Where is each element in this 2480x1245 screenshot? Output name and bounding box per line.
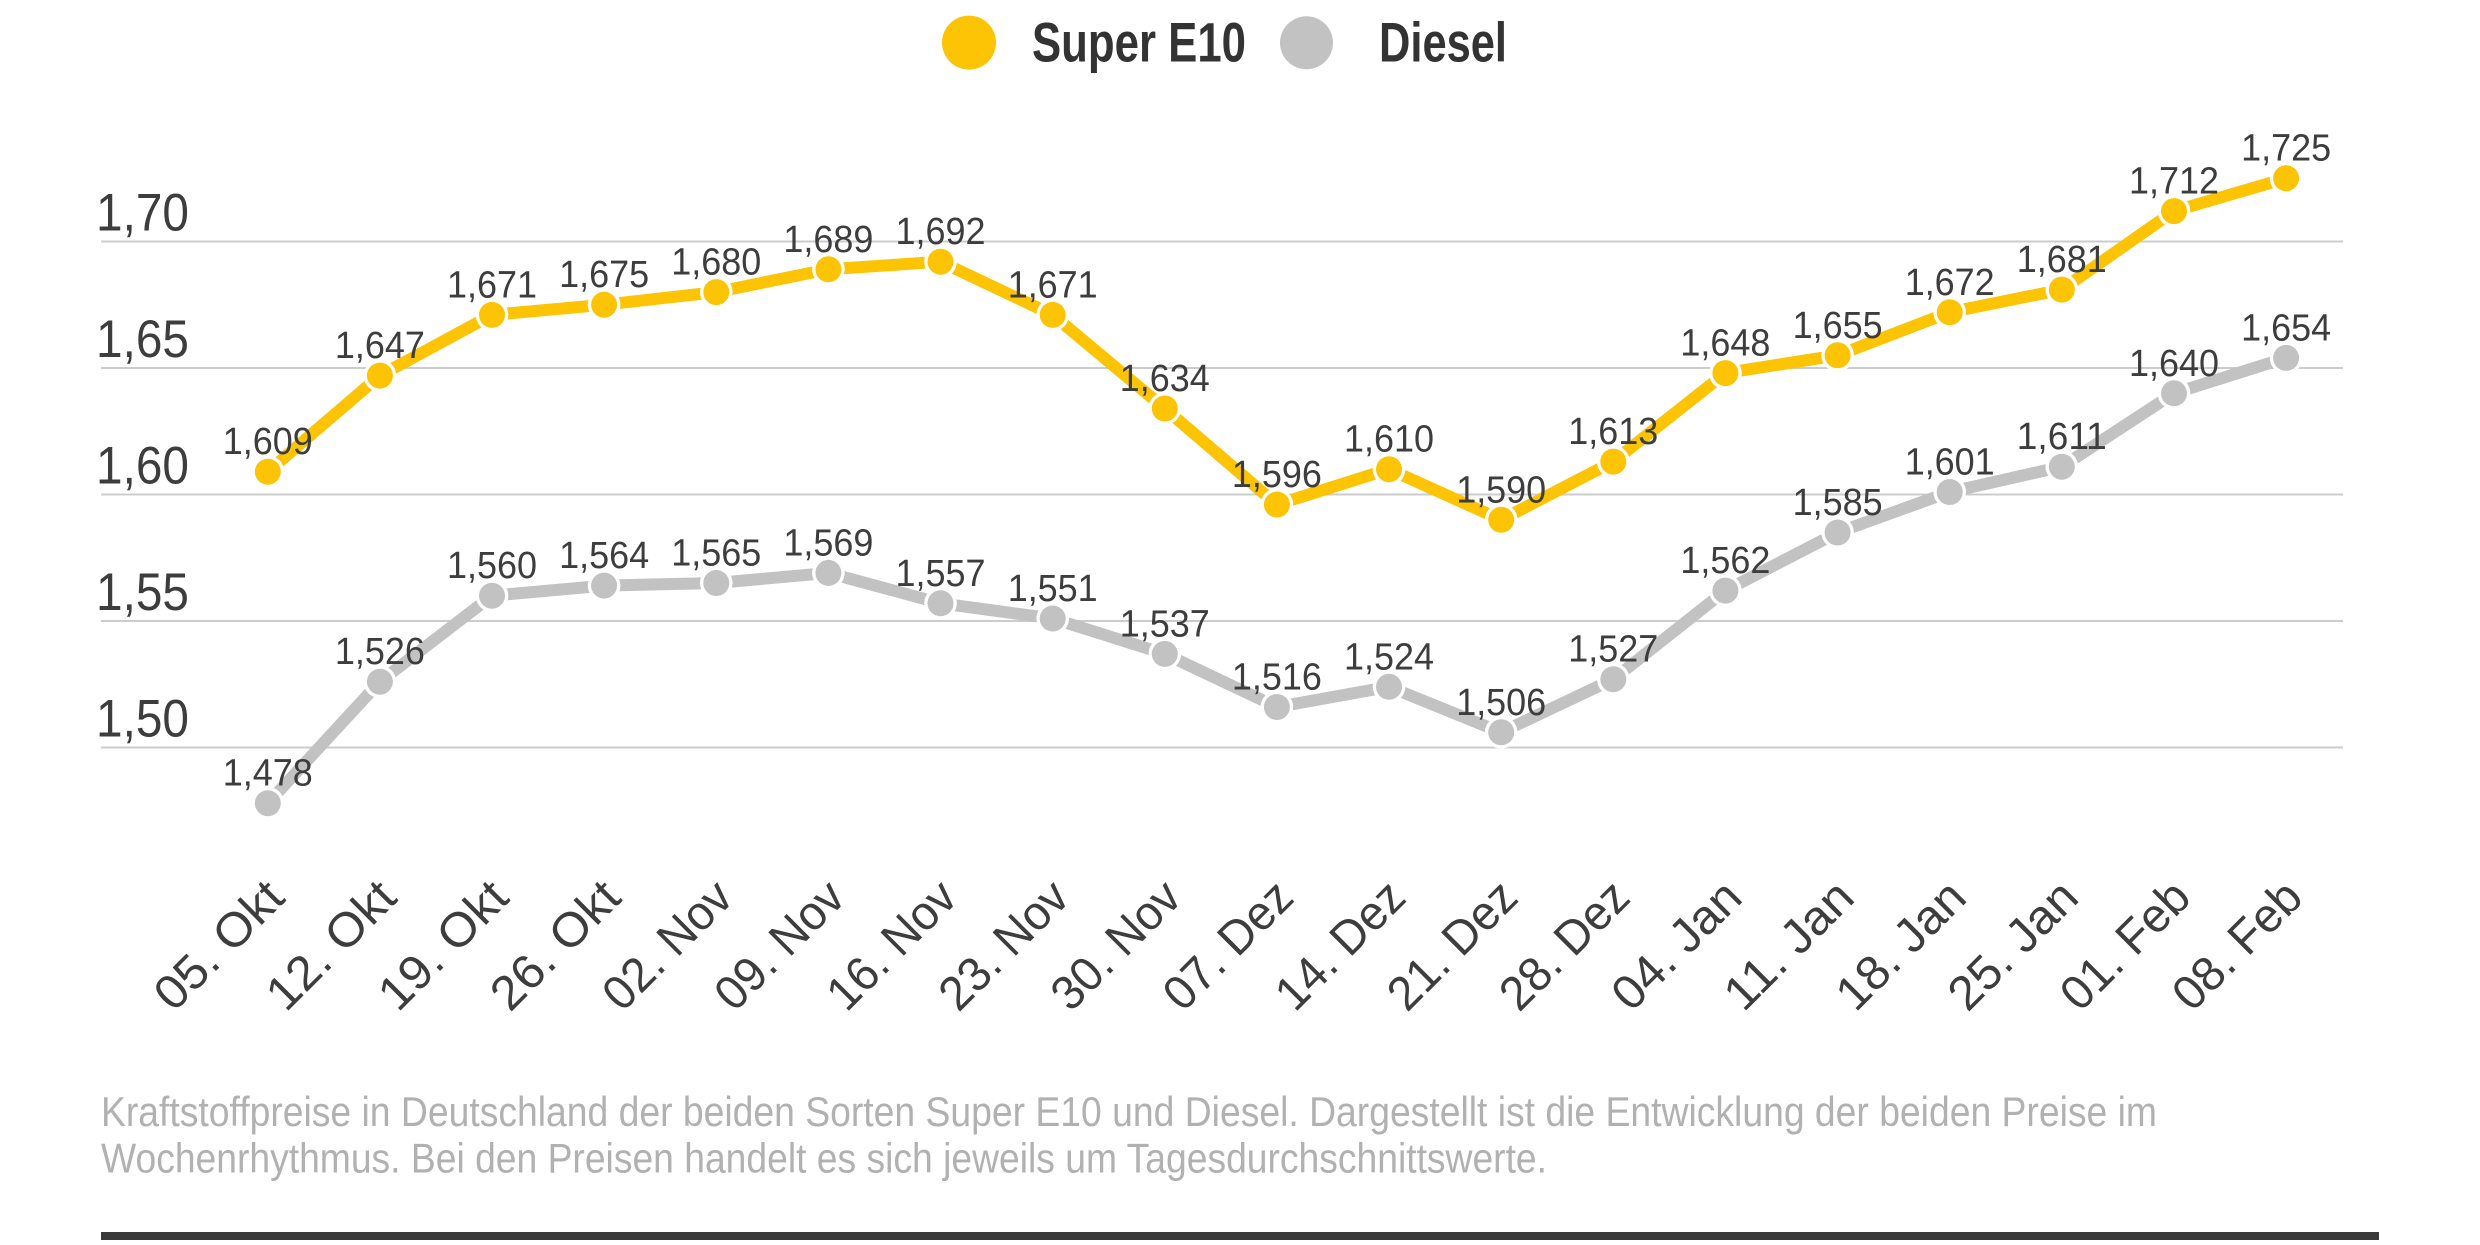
svg-text:1,585: 1,585 [1793, 482, 1883, 524]
svg-text:1,557: 1,557 [896, 553, 986, 595]
svg-text:1,647: 1,647 [335, 325, 425, 367]
svg-text:1,681: 1,681 [2017, 239, 2107, 281]
svg-text:1,527: 1,527 [1568, 629, 1658, 671]
svg-text:Wochenrhythmus. Bei den Preise: Wochenrhythmus. Bei den Preisen handelt … [101, 1135, 1547, 1182]
svg-text:1,648: 1,648 [1680, 323, 1770, 365]
svg-text:1,524: 1,524 [1344, 636, 1434, 678]
svg-text:1,562: 1,562 [1680, 540, 1770, 582]
svg-text:1,725: 1,725 [2241, 128, 2331, 170]
svg-text:1,655: 1,655 [1793, 305, 1883, 347]
svg-text:1,564: 1,564 [559, 535, 649, 577]
svg-text:1,601: 1,601 [1905, 442, 1995, 484]
svg-text:1,680: 1,680 [671, 242, 761, 284]
svg-text:1,671: 1,671 [1008, 264, 1098, 306]
svg-text:1,70: 1,70 [96, 184, 189, 243]
svg-text:1,551: 1,551 [1008, 568, 1098, 610]
svg-text:1,634: 1,634 [1120, 358, 1210, 400]
svg-text:1,565: 1,565 [671, 533, 761, 575]
svg-text:1,675: 1,675 [559, 254, 649, 296]
svg-text:Diesel: Diesel [1379, 11, 1507, 74]
svg-text:1,478: 1,478 [223, 753, 313, 795]
svg-text:1,537: 1,537 [1120, 603, 1210, 645]
svg-text:1,596: 1,596 [1232, 454, 1322, 496]
svg-text:1,654: 1,654 [2241, 307, 2331, 349]
svg-text:1,569: 1,569 [783, 522, 873, 564]
svg-text:1,613: 1,613 [1568, 411, 1658, 453]
svg-text:1,60: 1,60 [96, 437, 189, 496]
svg-text:1,672: 1,672 [1905, 262, 1995, 304]
svg-text:1,516: 1,516 [1232, 657, 1322, 699]
svg-text:1,609: 1,609 [223, 421, 313, 463]
svg-text:1,712: 1,712 [2129, 161, 2219, 203]
svg-text:1,50: 1,50 [96, 690, 189, 749]
svg-text:1,560: 1,560 [447, 545, 537, 587]
svg-text:1,671: 1,671 [447, 264, 537, 306]
svg-text:1,590: 1,590 [1456, 469, 1546, 511]
svg-text:Super E10: Super E10 [1032, 11, 1246, 74]
svg-text:1,610: 1,610 [1344, 419, 1434, 461]
svg-text:1,65: 1,65 [96, 310, 189, 369]
svg-text:1,692: 1,692 [896, 211, 986, 253]
svg-text:1,55: 1,55 [96, 563, 189, 622]
svg-text:1,526: 1,526 [335, 631, 425, 673]
svg-text:1,640: 1,640 [2129, 343, 2219, 385]
svg-text:1,689: 1,689 [783, 219, 873, 261]
svg-text:1,611: 1,611 [2017, 416, 2107, 458]
svg-text:Kraftstoffpreise in Deutschlan: Kraftstoffpreise in Deutschland der beid… [101, 1088, 2157, 1135]
svg-text:1,506: 1,506 [1456, 682, 1546, 724]
